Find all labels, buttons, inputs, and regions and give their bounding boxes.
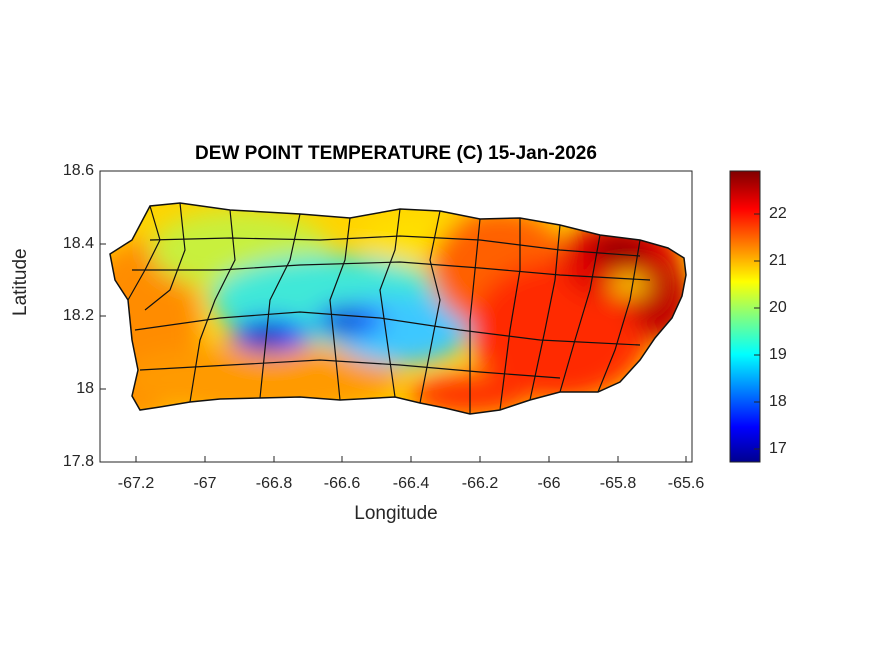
colorbar	[729, 170, 761, 463]
x-tick-label: -66	[537, 475, 561, 492]
x-tick-label: -65.8	[599, 475, 637, 492]
x-tick-label: -67.2	[117, 475, 155, 492]
x-tick-label: -66.6	[323, 475, 361, 492]
y-tick-label: 18.4	[62, 235, 94, 252]
x-tick-label: -67	[193, 475, 217, 492]
y-tick-label: 18.6	[62, 162, 94, 179]
y-axis-label: Latitude	[10, 248, 31, 316]
colorbar-label: 22	[769, 205, 787, 222]
chart-title: DEW POINT TEMPERATURE (C) 15-Jan-2026	[195, 143, 597, 164]
municipal-boundaries	[127, 203, 651, 414]
colorbar-label: 20	[769, 299, 787, 316]
y-tick-label: 17.8	[62, 453, 94, 470]
colorbar-label: 18	[769, 393, 787, 410]
y-tick-label: 18.2	[62, 307, 94, 324]
colorbar-label: 17	[769, 440, 787, 457]
colorbar-label: 21	[769, 252, 787, 269]
x-tick-label: -66.4	[392, 475, 430, 492]
x-tick-label: -66.2	[461, 475, 499, 492]
axis-ticks	[100, 243, 687, 462]
x-tick-label: -65.6	[667, 475, 705, 492]
x-tick-label: -66.8	[255, 475, 293, 492]
y-tick-label: 18	[76, 380, 94, 397]
x-axis-label: Longitude	[354, 503, 438, 524]
colorbar-ticks	[754, 213, 760, 450]
colorbar-label: 19	[769, 346, 787, 363]
